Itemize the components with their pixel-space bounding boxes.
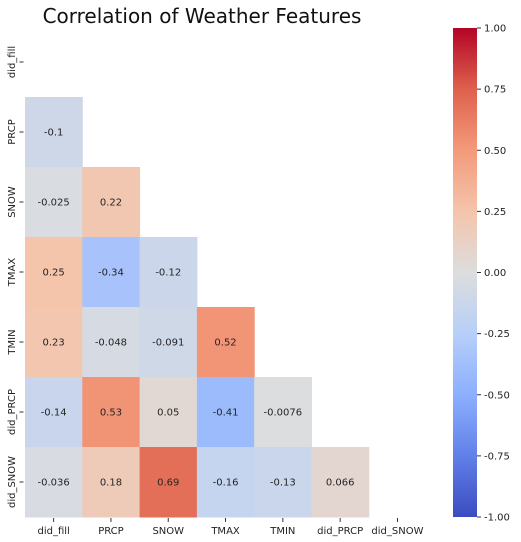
- colorbar-tick-label: -0.50: [484, 390, 510, 401]
- heatmap-cell: [311, 447, 370, 518]
- cell-value-label: -0.34: [98, 268, 124, 279]
- x-tick-label: TMAX: [210, 526, 240, 537]
- cell-value-label: -0.025: [38, 198, 70, 209]
- cell-value-label: 0.05: [157, 408, 179, 419]
- colorbar-tick-label: -0.75: [484, 451, 510, 462]
- x-tick-label: PRCP: [98, 526, 124, 537]
- x-tick-label: did_SNOW: [371, 526, 423, 537]
- heatmap-cell: [139, 377, 198, 448]
- cell-value-label: 0.25: [43, 268, 65, 279]
- heatmap-cell: [25, 447, 83, 518]
- colorbar: [453, 28, 477, 517]
- heatmap-cells: -0.1 -0.025 0.22 0.25 -0.34 -0.12 0.23 -0.048 -0…: [25, 97, 370, 518]
- cell-value-label: -0.091: [152, 338, 184, 349]
- colorbar-tick-label: 1.00: [484, 24, 506, 35]
- y-tick-label: did_SNOW: [7, 456, 18, 508]
- colorbar-ticks: -1.00 -0.75 -0.50 -0.25 0.00 0.25 0.50 0.75 1.00: [477, 24, 510, 524]
- colorbar-tick-label: -0.25: [484, 329, 510, 340]
- heatmap-cell: [139, 237, 198, 308]
- heatmap-cell: [82, 377, 141, 448]
- cell-value-label: 0.066: [326, 478, 355, 489]
- heatmap-cell: [139, 307, 198, 378]
- cell-value-label: -0.036: [38, 478, 70, 489]
- cell-value-label: -0.12: [155, 268, 181, 279]
- cell-value-label: 0.53: [100, 408, 122, 419]
- x-tick-label: did_fill: [37, 526, 69, 537]
- heatmap-cell: [139, 447, 198, 518]
- y-tick-label: SNOW: [7, 186, 18, 218]
- y-tick-label: did_fill: [7, 46, 18, 78]
- heatmap-cell: [25, 97, 83, 168]
- x-tick-label: SNOW: [152, 526, 184, 537]
- heatmap-cell: [25, 377, 83, 448]
- heatmap-cell: [254, 377, 312, 448]
- y-tick-label: did_PRCP: [7, 389, 18, 435]
- heatmap-cell: [82, 447, 141, 518]
- heatmap-cell: [25, 307, 83, 378]
- y-tick-label: PRCP: [7, 119, 18, 145]
- heatmap-cell: [25, 167, 83, 238]
- colorbar-tick-label: 0.75: [484, 85, 506, 96]
- cell-value-label: 0.18: [100, 478, 122, 489]
- colorbar-tick-label: 0.00: [484, 268, 506, 279]
- heatmap-cell: [196, 307, 255, 378]
- colorbar-tick-label: -1.00: [484, 513, 510, 524]
- cell-value-label: -0.0076: [264, 408, 303, 419]
- cell-value-label: -0.16: [213, 478, 239, 489]
- cell-value-label: -0.13: [270, 478, 296, 489]
- x-tick-label: did_PRCP: [317, 526, 363, 537]
- cell-value-label: 0.69: [157, 478, 179, 489]
- x-tick-label: TMIN: [269, 526, 295, 537]
- chart-title: Correlation of Weather Features: [43, 4, 362, 28]
- cell-value-label: -0.048: [95, 338, 127, 349]
- y-tick-labels: did_fill PRCP SNOW TMAX TMIN did_PRCP did_SNOW: [7, 46, 24, 508]
- cell-value-label: -0.41: [213, 408, 239, 419]
- y-tick-label: TMIN: [7, 329, 18, 355]
- heatmap-cell: [25, 237, 83, 308]
- cell-value-label: 0.23: [43, 338, 65, 349]
- colorbar-tick-label: 0.25: [484, 207, 506, 218]
- heatmap-cell: [196, 447, 255, 518]
- cell-value-label: 0.52: [214, 338, 236, 349]
- heatmap-cell: [82, 307, 141, 378]
- cell-value-label: -0.14: [41, 408, 67, 419]
- heatmap-cell: [82, 237, 141, 308]
- cell-value-label: 0.22: [100, 198, 122, 209]
- colorbar-tick-label: 0.50: [484, 146, 506, 157]
- heatmap-cell: [196, 377, 255, 448]
- heatmap-cell: [254, 447, 312, 518]
- y-tick-label: TMAX: [7, 258, 18, 288]
- x-tick-labels: did_fill PRCP SNOW TMAX TMIN did_PRCP did_SNOW: [37, 518, 424, 537]
- heatmap-cell: [82, 167, 141, 238]
- cell-value-label: -0.1: [44, 128, 64, 139]
